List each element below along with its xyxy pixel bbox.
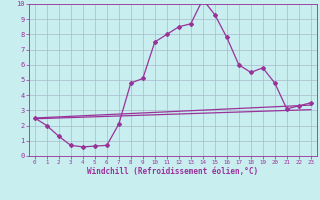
X-axis label: Windchill (Refroidissement éolien,°C): Windchill (Refroidissement éolien,°C) xyxy=(87,167,258,176)
